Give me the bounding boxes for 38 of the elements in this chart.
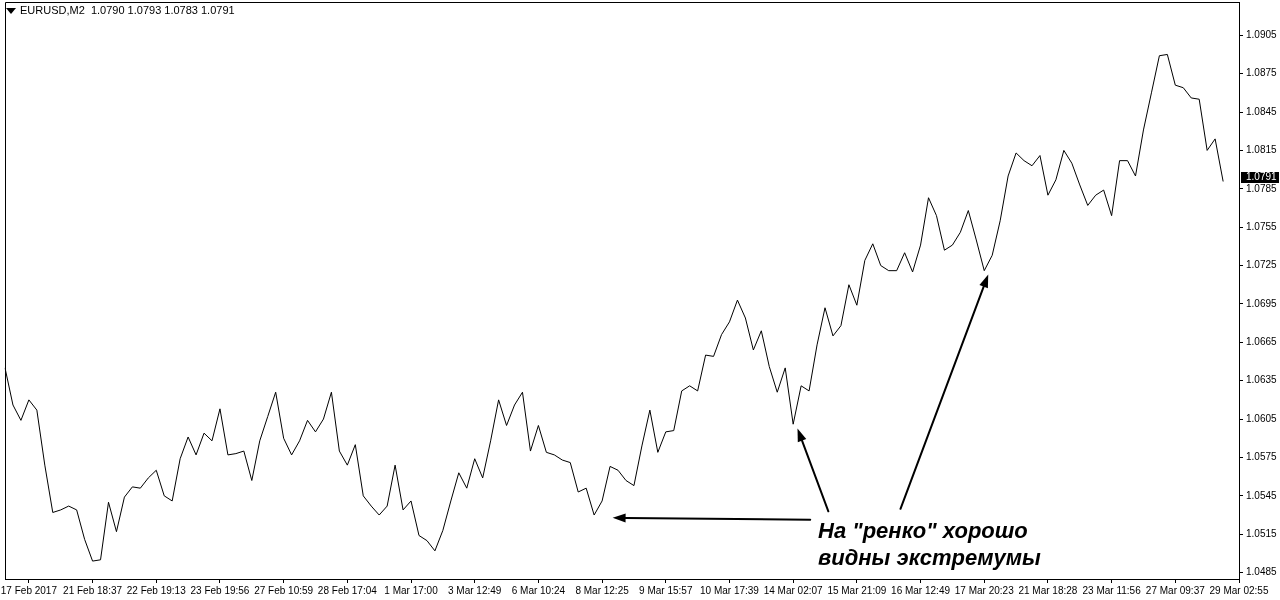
- y-tick-label: 1.0545: [1246, 489, 1278, 501]
- y-tick-label: 1.0725: [1246, 259, 1278, 271]
- y-tick-label: 1.0815: [1246, 144, 1278, 156]
- x-tick-label: 1 Mar 17:00: [384, 584, 439, 596]
- y-tick-label: 1.0635: [1246, 374, 1278, 386]
- x-tick-label: 28 Feb 17:04: [317, 584, 378, 596]
- text: 1.0791: [1246, 170, 1278, 182]
- x-tick-label: 10 Mar 17:39: [700, 584, 760, 596]
- y-tick-label: 1.0515: [1246, 527, 1278, 539]
- y-tick-label: 1.0905: [1246, 29, 1278, 41]
- x-tick-label: 23 Feb 19:56: [190, 584, 250, 596]
- x-tick-label: 15 Mar 21:09: [827, 584, 887, 596]
- chart-title: EURUSD,M2 1.0790 1.0793 1.0783 1.0791: [20, 4, 235, 17]
- y-tick-label: 1.0785: [1246, 182, 1278, 194]
- x-tick-label: 29 Mar 02:55: [1209, 584, 1269, 596]
- x-tick-label: 27 Feb 10:59: [254, 584, 314, 596]
- x-tick-label: 14 Mar 02:07: [763, 584, 824, 596]
- y-tick-label: 1.0755: [1246, 220, 1278, 232]
- y-tick-label: 1.0845: [1246, 105, 1278, 117]
- x-tick-label: 21 Feb 18:37: [63, 584, 123, 596]
- x-tick-label: 27 Mar 09:37: [1145, 584, 1206, 596]
- x-tick-label: 22 Feb 19:13: [126, 584, 187, 596]
- x-tick-label: 17 Feb 2017: [0, 584, 58, 596]
- y-tick-label: 1.0665: [1246, 336, 1278, 348]
- x-tick-label: 8 Mar 12:25: [575, 584, 630, 596]
- x-tick-label: 23 Mar 11:56: [1082, 584, 1142, 596]
- y-tick-label: 1.0605: [1246, 412, 1278, 424]
- x-tick-label: 6 Mar 10:24: [511, 584, 566, 596]
- y-tick-label: 1.0875: [1246, 67, 1278, 79]
- x-tick-label: 16 Mar 12:49: [891, 584, 951, 596]
- y-tick-label: 1.0575: [1246, 451, 1278, 463]
- annotation: На "ренко" хорошо видны экстремумы: [818, 518, 1042, 570]
- y-tick-label: 1.0695: [1246, 297, 1278, 309]
- x-tick-label: 17 Mar 20:23: [954, 584, 1015, 596]
- y-tick-label: 1.0485: [1246, 566, 1278, 578]
- x-tick-label: 9 Mar 15:57: [639, 584, 693, 596]
- x-tick-label: 3 Mar 12:49: [448, 584, 502, 596]
- x-tick-label: 21 Mar 18:28: [1018, 584, 1078, 596]
